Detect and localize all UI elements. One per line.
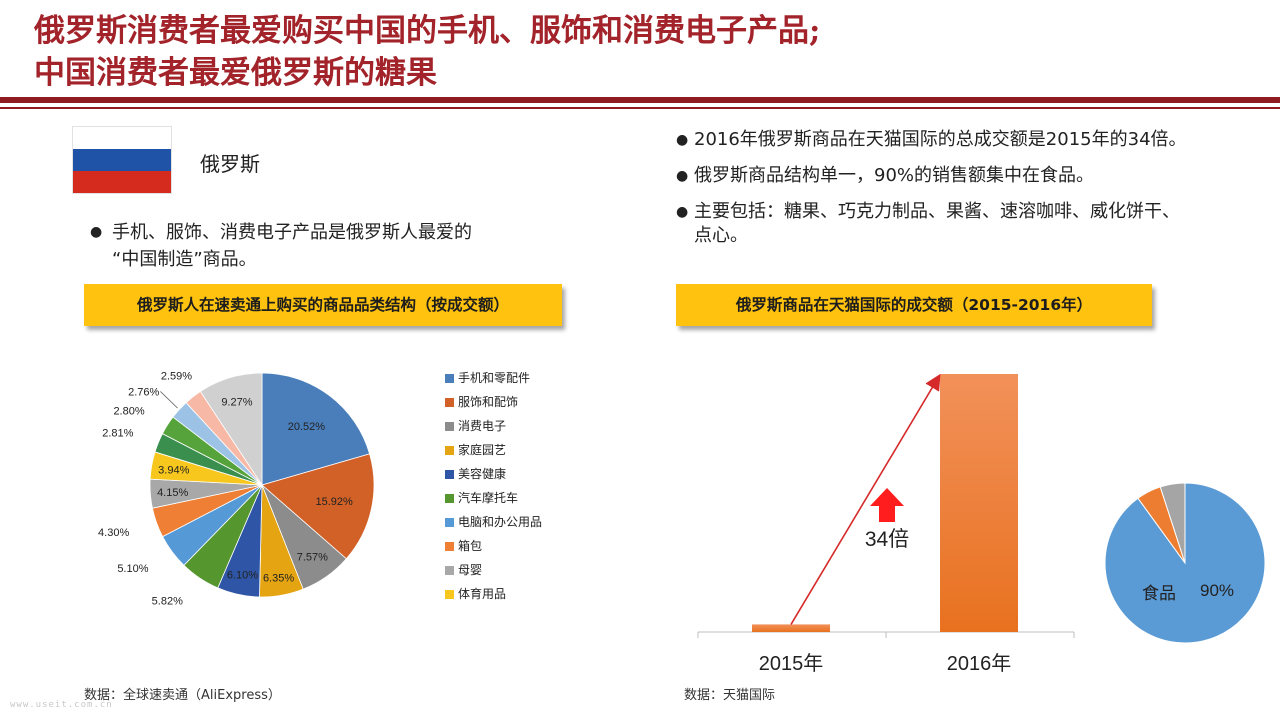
bullet-dot-icon: ● (90, 224, 103, 240)
food-label: 食品 (1142, 584, 1176, 604)
country-label: 俄罗斯 (200, 152, 260, 176)
pie-data-label: 9.27% (221, 396, 252, 408)
bullet-dot-icon: ● (676, 168, 689, 184)
legend-label: 箱包 (458, 539, 483, 553)
pie-data-label: 2.76% (128, 386, 159, 398)
legend-item: 消费电子 (445, 414, 542, 438)
legend-swatch (445, 541, 454, 551)
x-tick-label: 2016年 (947, 652, 1012, 675)
food-value-label: 90% (1200, 581, 1234, 600)
tmall-bar-chart: 2015年 2016年 34倍 (697, 373, 1075, 675)
x-tick-label: 2015年 (759, 652, 824, 675)
watermark: www.useit.com.cn (10, 700, 113, 710)
bar (752, 624, 830, 632)
bullet-dot-icon: ● (676, 132, 689, 148)
legend-item: 家庭园艺 (445, 438, 542, 462)
bullet-dot-icon: ● (676, 204, 689, 220)
left-bullet-line-1: 手机、服饰、消费电子产品是俄罗斯人最爱的 (112, 222, 472, 243)
growth-arrow-line (790, 373, 941, 625)
legend-item: 母婴 (445, 558, 542, 582)
legend-swatch (445, 565, 454, 575)
title-line-2: 中国消费者最爱俄罗斯的糖果 (34, 55, 437, 91)
legend-item: 箱包 (445, 534, 542, 558)
legend-item: 汽车摩托车 (445, 486, 542, 510)
legend-label: 汽车摩托车 (458, 491, 519, 505)
legend-label: 服饰和配饰 (458, 395, 519, 409)
right-bullet-2: ● 俄罗斯商品结构单一，90%的销售额集中在食品。 (676, 165, 1095, 186)
legend-label: 体育用品 (458, 587, 507, 601)
pie-slice (1159, 482, 1186, 564)
pie-slice (261, 372, 371, 486)
legend-label: 电脑和办公用品 (458, 515, 543, 529)
legend-swatch (445, 445, 454, 455)
legend-swatch (445, 517, 454, 527)
legend-swatch (445, 421, 454, 431)
category-pie-chart: 20.52% 15.92% 7.57%6.35% 6.10% 5.82% 5.10% 4.3… (98, 371, 375, 607)
pie-data-label: 15.92% (316, 496, 354, 508)
slide-title: 俄罗斯消费者最爱购买中国的手机、服饰和消费电子产品; 中国消费者最爱俄罗斯的糖果 (34, 10, 1264, 94)
pie-data-label: 4.15% (157, 487, 188, 499)
pie-data-label: 2.81% (102, 427, 133, 439)
left-bullet: ● 手机、服饰、消费电子产品是俄罗斯人最爱的 “中国制造”商品。 (90, 219, 560, 273)
pie-data-label: 5.10% (117, 563, 148, 575)
legend-item: 体育用品 (445, 582, 542, 606)
legend-label: 手机和零配件 (458, 371, 531, 385)
title-line-1: 俄罗斯消费者最爱购买中国的手机、服饰和消费电子产品; (34, 13, 821, 49)
legend-item: 美容健康 (445, 462, 542, 486)
legend-swatch (445, 469, 454, 479)
title-rule-thick (0, 97, 1280, 103)
pie-slice (261, 453, 375, 560)
title-rule-thin (0, 107, 1280, 109)
bar (940, 374, 1018, 632)
legend-item: 服饰和配饰 (445, 390, 542, 414)
left-chart-banner: 俄罗斯人在速卖通上购买的商品品类结构（按成交额） (84, 284, 562, 326)
pie-data-label: 6.35% (263, 573, 294, 585)
pie-legend: 手机和零配件 服饰和配饰消费电子家庭园艺美容健康汽车摩托车电脑和办公用品 箱包母婴体… (445, 366, 542, 606)
pie-data-label: 3.94% (158, 464, 189, 476)
russia-flag-icon (72, 126, 172, 194)
right-source: 数据：天猫国际 (684, 688, 776, 703)
right-chart-banner: 俄罗斯商品在天猫国际的成交额（2015-2016年） (676, 284, 1152, 326)
flag-stripe-red (73, 170, 171, 193)
pie-data-label: 20.52% (288, 421, 326, 433)
right-bullet-3: ● 主要包括：糖果、巧克力制品、果酱、速溶咖啡、威化饼干、点心。 (676, 201, 1180, 246)
legend-swatch (445, 373, 454, 383)
flag-stripe-white (73, 127, 171, 149)
up-arrow-icon (870, 488, 904, 522)
pie-slice (199, 372, 263, 487)
left-source: 数据：全球速卖通（AliExpress） (84, 688, 281, 703)
pie-data-label: 2.59% (161, 371, 192, 383)
legend-item: 手机和零配件 (445, 366, 542, 390)
legend-label: 美容健康 (458, 467, 507, 481)
right-bullets: ● 2016年俄罗斯商品在天猫国际的总成交额是2015年的34倍。 ● 俄罗斯商… (676, 128, 1196, 260)
legend-label: 母婴 (458, 563, 483, 577)
food-share-pie-chart: 食品 90% (1105, 482, 1265, 644)
legend-label: 消费电子 (458, 419, 507, 433)
legend-label: 家庭园艺 (458, 443, 507, 457)
legend-swatch (445, 493, 454, 503)
flag-stripe-blue (73, 148, 171, 171)
legend-swatch (445, 397, 454, 407)
leader-line (160, 391, 178, 409)
right-bullet-1: ● 2016年俄罗斯商品在天猫国际的总成交额是2015年的34倍。 (676, 129, 1187, 150)
growth-label: 34倍 (865, 528, 909, 551)
legend-swatch (445, 589, 454, 599)
pie-data-label: 6.10% (227, 570, 258, 582)
pie-data-label: 4.30% (98, 527, 129, 539)
pie-data-label: 5.82% (152, 595, 183, 607)
pie-data-label: 2.80% (113, 406, 144, 418)
legend-item: 电脑和办公用品 (445, 510, 542, 534)
left-bullet-line-2: “中国制造”商品。 (112, 249, 257, 270)
pie-data-label: 7.57% (297, 551, 328, 563)
